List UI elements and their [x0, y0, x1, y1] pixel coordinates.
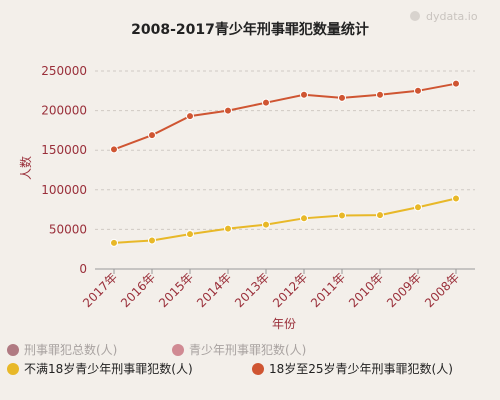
- legend-item[interactable]: 不满18岁青少年刑事罪犯数(人): [7, 361, 193, 376]
- x-tick-label: 2015年: [156, 270, 196, 310]
- data-point[interactable]: [300, 90, 308, 99]
- data-point[interactable]: [148, 236, 156, 245]
- y-tick-label: 50000: [49, 222, 87, 236]
- legend-label: 不满18岁青少年刑事罪犯数(人): [24, 361, 193, 376]
- x-tick-label: 2017年: [80, 270, 120, 310]
- data-point[interactable]: [414, 203, 422, 212]
- legend-item[interactable]: 18岁至25岁青少年刑事罪犯数(人): [252, 361, 453, 376]
- series-line: [113, 197, 457, 244]
- series-0: [110, 79, 460, 154]
- x-tick-label: 2012年: [270, 270, 310, 310]
- data-point[interactable]: [186, 112, 194, 121]
- x-tick-label: 2009年: [384, 270, 424, 310]
- legend-item[interactable]: 青少年刑事罪犯数(人): [172, 342, 306, 357]
- data-point[interactable]: [224, 106, 232, 115]
- data-point[interactable]: [300, 214, 308, 223]
- series: [110, 79, 460, 247]
- data-point[interactable]: [452, 194, 460, 203]
- legend-swatch: [7, 363, 19, 375]
- data-point[interactable]: [186, 230, 194, 239]
- x-axis-label: 年份: [272, 317, 296, 331]
- data-point[interactable]: [452, 79, 460, 88]
- chart-title: 2008-2017青少年刑事罪犯数量统计: [131, 21, 369, 38]
- axes: 0 50000 100000 150000 200000 250000 2017年2016年…: [41, 64, 475, 310]
- data-point[interactable]: [110, 145, 118, 154]
- x-tick-label: 2010年: [346, 270, 386, 310]
- data-point[interactable]: [376, 90, 384, 99]
- legend-item[interactable]: 刑事罪犯总数(人): [7, 342, 117, 357]
- legend-swatch: [7, 344, 19, 356]
- legend-label: 18岁至25岁青少年刑事罪犯数(人): [269, 361, 453, 376]
- y-tick-label: 100000: [41, 183, 87, 197]
- y-axis-label: 人数: [18, 156, 33, 180]
- y-tick-label: 150000: [41, 143, 87, 157]
- watermark-text: dydata.io: [426, 10, 478, 23]
- data-point[interactable]: [262, 98, 270, 107]
- data-point[interactable]: [148, 131, 156, 140]
- data-point[interactable]: [262, 220, 270, 229]
- data-point[interactable]: [338, 211, 346, 220]
- y-tick-label: 0: [79, 262, 87, 276]
- watermark: dydata.io: [410, 10, 478, 23]
- legend-label: 青少年刑事罪犯数(人): [189, 342, 306, 357]
- data-point[interactable]: [338, 93, 346, 102]
- series-1: [110, 194, 460, 247]
- y-tick-label: 200000: [41, 104, 87, 118]
- data-point[interactable]: [224, 224, 232, 233]
- x-tick-label: 2013年: [232, 270, 272, 310]
- legend-swatch: [252, 363, 264, 375]
- data-point[interactable]: [110, 238, 118, 247]
- series-line: [113, 82, 457, 151]
- legend[interactable]: 刑事罪犯总数(人) 青少年刑事罪犯数(人) 不满18岁青少年刑事罪犯数(人) 18岁至…: [7, 342, 453, 376]
- data-point[interactable]: [414, 86, 422, 95]
- data-point[interactable]: [376, 211, 384, 220]
- legend-swatch: [172, 344, 184, 356]
- x-tick-label: 2008年: [422, 270, 462, 310]
- x-tick-label: 2011年: [308, 270, 348, 310]
- x-tick-label: 2016年: [118, 270, 158, 310]
- legend-label: 刑事罪犯总数(人): [24, 342, 117, 357]
- x-tick-label: 2014年: [194, 270, 234, 310]
- y-tick-label: 250000: [41, 64, 87, 78]
